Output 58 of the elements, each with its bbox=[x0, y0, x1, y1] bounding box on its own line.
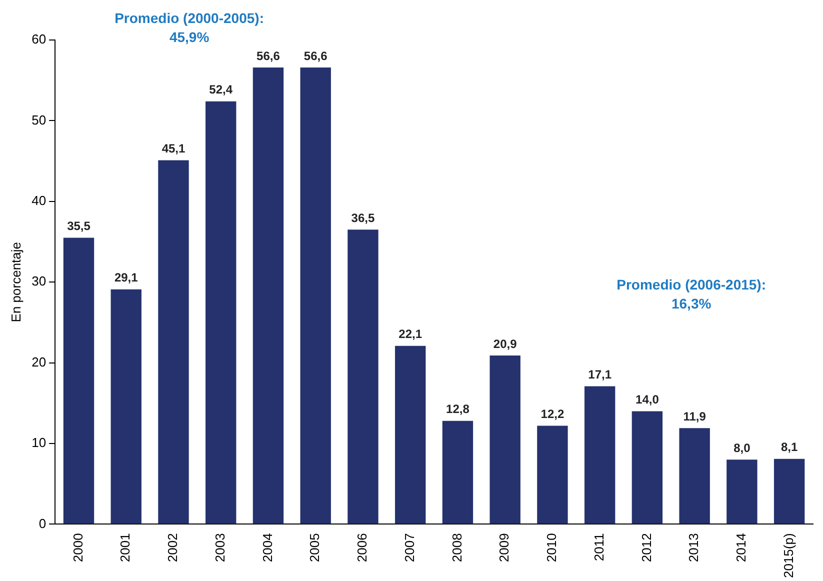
bar bbox=[300, 67, 331, 524]
data-label: 36,5 bbox=[351, 210, 375, 225]
data-label: 8,1 bbox=[780, 440, 798, 454]
bar bbox=[206, 101, 236, 524]
data-label: 14,0 bbox=[636, 392, 660, 407]
bar bbox=[726, 460, 758, 524]
x-tick-label: 2013 bbox=[686, 533, 702, 562]
data-label: 20,9 bbox=[493, 336, 518, 351]
y-axis-title: En porcentaje bbox=[8, 242, 24, 322]
y-tick-label: 0 bbox=[38, 516, 46, 531]
data-label: 17,1 bbox=[588, 368, 612, 382]
data-label: 56,6 bbox=[256, 48, 280, 63]
bar bbox=[252, 67, 284, 524]
x-tick-label: 2010 bbox=[544, 533, 560, 562]
data-label: 12,2 bbox=[540, 407, 564, 422]
x-tick-label: 2012 bbox=[638, 533, 654, 562]
x-tick-label: 2008 bbox=[449, 533, 464, 562]
x-tick-label: 2009 bbox=[496, 533, 512, 562]
annotation: Promedio (2006-2015): 16,3% bbox=[616, 276, 766, 312]
bar bbox=[537, 426, 568, 524]
bar bbox=[110, 289, 142, 524]
data-label: 29,1 bbox=[114, 270, 138, 285]
bar bbox=[679, 428, 710, 524]
data-label: 52,4 bbox=[209, 82, 233, 97]
y-tick-label: 10 bbox=[32, 435, 46, 450]
y-tick-label: 60 bbox=[32, 32, 46, 47]
x-tick-label: 2014 bbox=[734, 533, 749, 562]
data-label: 8,0 bbox=[734, 440, 751, 455]
x-tick-label: 2000 bbox=[70, 533, 86, 562]
x-tick-label: 2003 bbox=[212, 533, 228, 562]
data-label: 11,9 bbox=[683, 409, 706, 424]
x-tick-label: 2007 bbox=[402, 533, 417, 562]
data-label: 56,6 bbox=[304, 48, 328, 63]
bar bbox=[158, 160, 189, 524]
bar bbox=[584, 386, 616, 524]
x-tick-label: 2011 bbox=[591, 533, 606, 562]
x-tick-label: 2005 bbox=[307, 533, 322, 562]
bar bbox=[63, 238, 94, 524]
x-tick-label: 2015(p) bbox=[780, 533, 796, 578]
data-label: 22,1 bbox=[398, 327, 422, 342]
data-label: 35,5 bbox=[67, 219, 91, 234]
data-label: 45,1 bbox=[162, 142, 186, 156]
x-tick-label: 2006 bbox=[354, 533, 370, 562]
bar bbox=[394, 346, 426, 524]
y-tick-label: 40 bbox=[32, 192, 46, 208]
bar bbox=[632, 411, 663, 524]
bar bbox=[490, 356, 520, 524]
x-tick-label: 2001 bbox=[118, 533, 133, 562]
data-label: 12,8 bbox=[446, 402, 470, 416]
y-tick-label: 50 bbox=[32, 112, 46, 128]
x-tick-label: 2002 bbox=[165, 533, 180, 562]
y-tick-label: 30 bbox=[32, 274, 46, 289]
bar bbox=[348, 230, 378, 524]
annotation: Promedio (2000-2005): 45,9% bbox=[114, 10, 264, 45]
bar bbox=[442, 420, 474, 524]
x-tick-label: 2004 bbox=[260, 533, 275, 562]
y-tick-label: 20 bbox=[32, 354, 46, 370]
bar bbox=[774, 458, 805, 524]
